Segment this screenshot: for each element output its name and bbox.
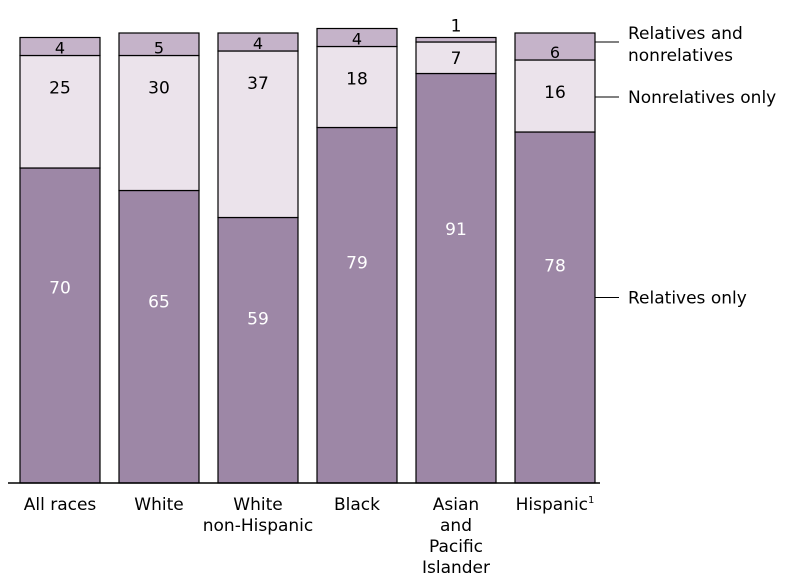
x-tick-label-hispanic: Hispanic1 [516, 495, 595, 515]
value-label-relatives-only-all-races: 70 [49, 279, 71, 299]
bar-segment-nonrelatives-only-white-non-hispanic [217, 50, 299, 219]
value-label-relatives-and-nonrelatives-black: 4 [352, 30, 362, 49]
bar-segment-relatives-and-nonrelatives-asian-and-pacific-islander [415, 36, 497, 43]
x-axis-labels: All races White White non-Hispanic Black Asia… [24, 495, 595, 578]
legend: Relatives only Nonrelatives only Relatives… [595, 24, 776, 309]
value-label-relatives-only-asian-and-pacific-islander: 91 [445, 220, 467, 240]
value-label-nonrelatives-only-hispanic: 16 [544, 83, 566, 103]
bar-segment-relatives-only-white [118, 189, 200, 484]
value-label-nonrelatives-only-white-non-hispanic: 37 [247, 74, 269, 94]
bar-segment-relatives-and-nonrelatives-all-races [19, 36, 101, 57]
bar-segment-relatives-and-nonrelatives-white-non-hispanic [217, 32, 299, 52]
value-label-relatives-only-hispanic: 78 [544, 256, 566, 276]
value-label-nonrelatives-only-asian-and-pacific-islander: 7 [451, 49, 462, 69]
x-tick-label-asian-and-pacific-islander: Asian and Pacific Islander [422, 495, 490, 578]
value-label-relatives-and-nonrelatives-asian-and-pacific-islander: 1 [451, 17, 462, 37]
value-label-relatives-only-white-non-hispanic: 59 [247, 309, 269, 329]
bar-segment-relatives-and-nonrelatives-hispanic [514, 32, 596, 61]
bar-segment-relatives-only-all-races [19, 167, 101, 484]
x-tick-label-all-races: All races [24, 495, 97, 515]
legend-label-relatives-and-nonrelatives: Relatives and nonrelatives [628, 24, 743, 66]
value-label-nonrelatives-only-all-races: 25 [49, 79, 71, 99]
legend-label-nonrelatives-only: Nonrelatives only [628, 88, 776, 108]
bar-segment-relatives-only-black [316, 126, 398, 484]
value-label-relatives-and-nonrelatives-white-non-hispanic: 4 [253, 34, 263, 53]
bar-segment-relatives-only-hispanic [514, 131, 596, 484]
x-tick-label-black: Black [334, 495, 380, 515]
x-tick-label-white: White [134, 495, 183, 515]
legend-label-relatives-only: Relatives only [628, 289, 747, 309]
value-label-relatives-and-nonrelatives-white: 5 [154, 39, 164, 58]
x-tick-label-white-non-hispanic: White non-Hispanic [203, 495, 314, 536]
value-label-relatives-only-black: 79 [346, 254, 368, 274]
bar-segment-nonrelatives-only-white [118, 54, 200, 192]
bar-segment-nonrelatives-only-all-races [19, 54, 101, 169]
value-label-nonrelatives-only-white: 30 [148, 79, 170, 99]
bar-segment-relatives-and-nonrelatives-white [118, 32, 200, 57]
bar-segment-relatives-only-white-non-hispanic [217, 216, 299, 484]
value-label-relatives-and-nonrelatives-all-races: 4 [55, 39, 65, 58]
value-label-nonrelatives-only-black: 18 [346, 70, 368, 90]
bar-segment-relatives-only-asian-and-pacific-islander [415, 72, 497, 484]
bar-segment-nonrelatives-only-black [316, 45, 398, 129]
bars-layer [19, 27, 596, 484]
value-labels-layer: 70 25 4 65 30 5 59 37 4 79 18 4 91 7 1 78 16 6 [49, 17, 566, 330]
value-label-relatives-and-nonrelatives-hispanic: 6 [550, 43, 560, 62]
bar-segment-relatives-and-nonrelatives-black [316, 27, 398, 48]
value-label-relatives-only-white: 65 [148, 293, 170, 313]
